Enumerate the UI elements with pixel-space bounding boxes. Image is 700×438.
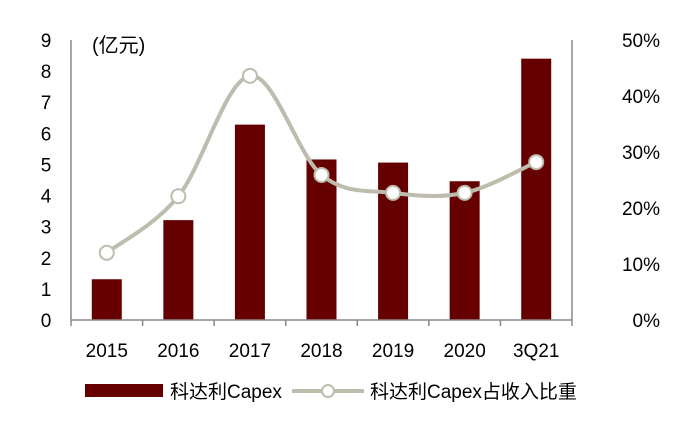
legend-swatch-bar <box>85 384 163 397</box>
line-point-2020 <box>456 184 473 201</box>
right-tick-label: 40% <box>622 87 660 108</box>
legend: 科达利Capex 科达利Capex占收入比重 <box>85 381 577 403</box>
left-tick-label: 5 <box>41 155 52 176</box>
right-tick-label: 50% <box>622 31 660 52</box>
unit-label: (亿元) <box>92 34 145 57</box>
line-point-2015 <box>98 244 115 261</box>
bar-3Q21 <box>521 58 552 321</box>
left-tick-label: 8 <box>41 62 52 83</box>
line-point-3Q21 <box>528 154 545 171</box>
left-tick-label: 0 <box>41 311 52 332</box>
right-tick-label: 0% <box>633 311 661 332</box>
right-tick-label: 30% <box>622 143 660 164</box>
line-point-2019 <box>385 184 402 201</box>
bar-2017 <box>234 124 265 320</box>
line-point-2018 <box>313 166 330 183</box>
line-point-2016 <box>170 188 187 205</box>
left-tick-label: 7 <box>41 93 52 114</box>
x-tick-label: 3Q21 <box>513 341 559 362</box>
left-tick-label: 9 <box>41 31 52 52</box>
bar-2015 <box>91 279 122 320</box>
right-tick-label: 10% <box>622 255 660 276</box>
legend-label-bar: 科达利Capex <box>170 381 282 403</box>
legend-label-line: 科达利Capex占收入比重 <box>370 381 577 403</box>
left-tick-label: 3 <box>41 218 52 239</box>
line-point-2017 <box>241 67 258 84</box>
x-tick-label: 2017 <box>229 341 271 362</box>
bar-2016 <box>163 220 194 320</box>
legend-marker <box>321 384 335 398</box>
x-tick-label: 2016 <box>157 341 199 362</box>
bar-2018 <box>306 159 337 320</box>
x-tick-label: 2020 <box>444 341 486 362</box>
right-tick-label: 20% <box>622 199 660 220</box>
left-tick-label: 2 <box>41 249 52 270</box>
left-tick-label: 4 <box>41 187 52 208</box>
x-tick-label: 2019 <box>372 341 414 362</box>
left-tick-label: 6 <box>41 124 52 145</box>
x-tick-label: 2018 <box>300 341 342 362</box>
x-tick-label: 2015 <box>86 341 128 362</box>
left-tick-label: 1 <box>41 280 52 301</box>
bar-2020 <box>449 181 480 320</box>
